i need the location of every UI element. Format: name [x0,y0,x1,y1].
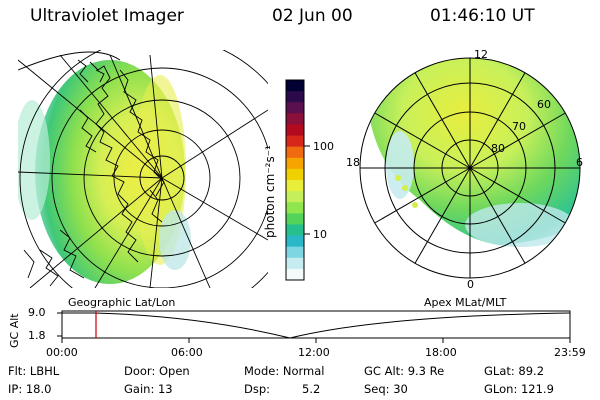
colorbar-tick-10: 10 [313,228,327,241]
status-gain: Gain: 13 [124,382,173,396]
timeline-ytick-high: 9.0 [28,306,46,319]
status-mode: Mode: Normal [244,364,325,378]
timeline-xtick-2359: 23:59 [554,346,586,359]
status-filter: Flt: LBHL [8,364,60,378]
colorbar-segment [286,135,304,148]
colorbar-segment [286,113,304,125]
timeline-xtick-1800: 18:00 [425,346,457,359]
colorbar-segment [286,202,304,214]
mlat-label-80: 80 [491,142,505,155]
colorbar-tick-100: 100 [313,140,334,153]
colorbar-segment [286,124,304,137]
colorbar-segment [286,91,304,103]
colorbar-segment [286,235,304,248]
status-seq: Seq: 30 [364,382,408,396]
timeline-xtick-1200: 12:00 [298,346,330,359]
colorbar-segment [286,257,304,270]
colorbar-segment [286,168,304,181]
colorbar-segment [286,180,304,192]
status-glat: GLat: 89.2 [484,364,545,378]
colorbar-segment [286,157,304,170]
color-scale-bar [285,79,305,281]
polar-map [359,57,581,279]
instrument-title: Ultraviolet Imager [30,6,184,26]
geographic-map [18,50,268,288]
time-label: 01:46:10 UT [430,6,535,26]
colorbar-frame [285,79,305,281]
colorbar-segment [286,246,304,259]
mlt-label-12: 12 [474,48,488,61]
colorbar-segment [286,191,304,203]
mlat-label-60: 60 [537,98,551,111]
polar-panel-label: Apex MLat/MLT [424,296,507,309]
colorbar-segment [286,224,304,237]
geographic-panel-label: Geographic Lat/Lon [68,296,176,309]
mlt-label-18: 18 [346,156,360,169]
mlt-label-0: 0 [467,278,474,291]
status-dsp-label: Dsp: [244,382,271,396]
colorbar-segment [286,268,304,281]
colorbar-unit-label: photon cm⁻²s⁻¹ [263,145,277,238]
status-door: Door: Open [124,364,190,378]
colorbar-segment [286,213,304,225]
timeline-xtick-0600: 06:00 [171,346,203,359]
colorbar-segment [286,80,304,92]
mlt-label-6: 6 [576,156,583,169]
timeline-ytick-low: 1.8 [28,329,46,342]
mlat-label-70: 70 [512,120,526,133]
timeline-xtick-0000: 00:00 [46,346,78,359]
altitude-curve [62,312,571,339]
status-ip: IP: 18.0 [8,382,52,396]
date-label: 02 Jun 00 [272,6,353,26]
status-dsp-value: 5.2 [302,382,321,396]
colorbar-segment [286,146,304,159]
altitude-timeline-plot [57,310,571,343]
colorbar-segment [286,102,304,114]
status-gc-alt: GC Alt: 9.3 Re [364,364,445,378]
status-glon: GLon: 121.9 [484,382,554,396]
timeline-axis-label: GC Alt [8,313,21,348]
